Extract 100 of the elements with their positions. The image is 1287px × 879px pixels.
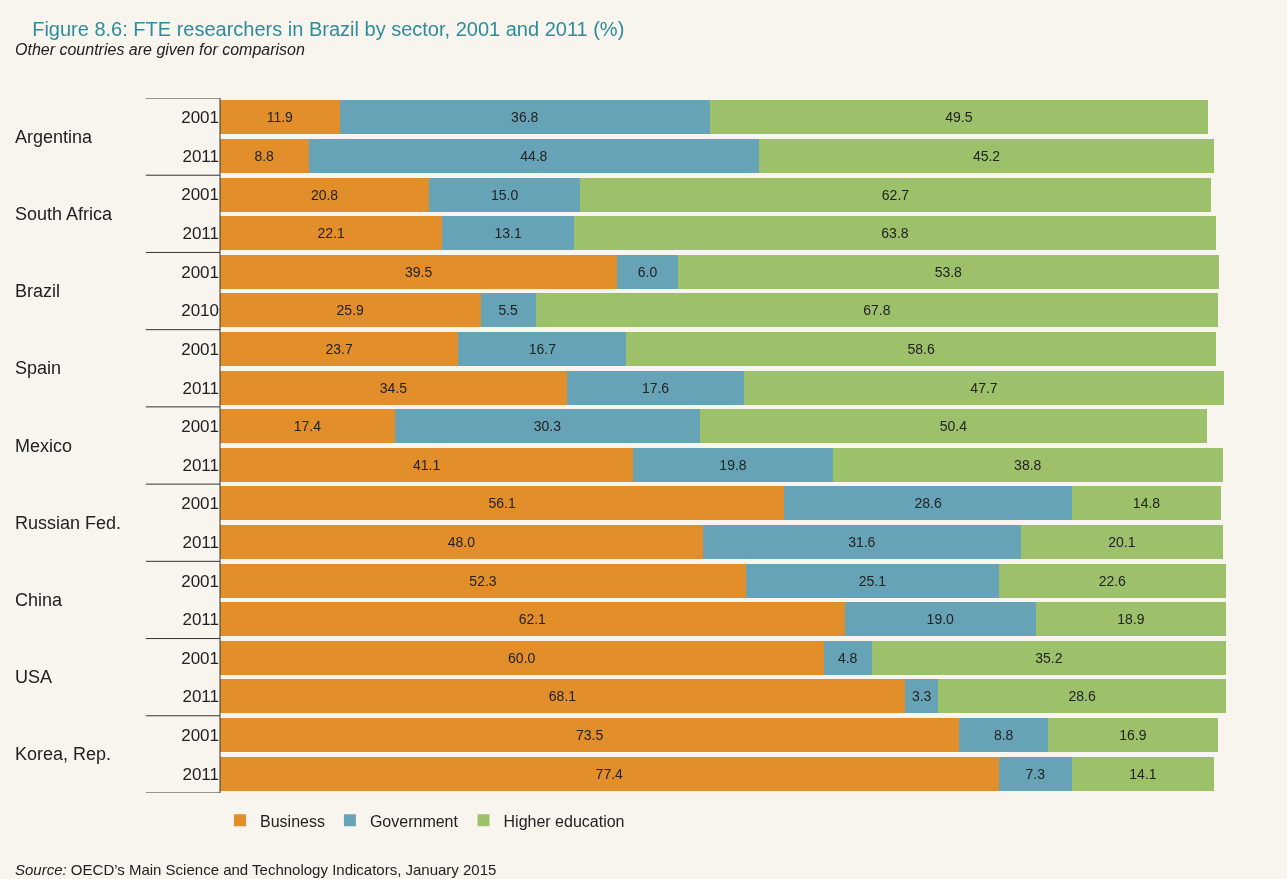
bar [580, 177, 1211, 212]
data-label: 44.8 [520, 147, 548, 164]
bar [959, 718, 1048, 753]
bar [220, 756, 999, 791]
legend-label: Higher education [503, 812, 625, 830]
bar [759, 138, 1214, 173]
data-label: 20.8 [310, 186, 339, 203]
y-tick-label: 2011 [182, 378, 219, 398]
bar [220, 216, 443, 251]
data-label: 34.5 [379, 379, 408, 396]
text: China [15, 590, 64, 610]
bar [535, 293, 1218, 328]
bar [823, 640, 872, 675]
y-tick-label: 2011 [182, 146, 219, 166]
bar [844, 602, 1036, 637]
bar [938, 679, 1227, 714]
bar [220, 293, 481, 328]
bar [1035, 602, 1227, 637]
data-label: 77.4 [595, 765, 624, 782]
y-tick-label: 2001 [181, 417, 219, 437]
bar [480, 293, 536, 328]
data-label: 63.8 [881, 225, 909, 242]
bar [1072, 756, 1214, 791]
data-label: 41.1 [413, 456, 441, 473]
bar [442, 216, 575, 251]
bar [220, 563, 747, 598]
data-label: 25.1 [858, 572, 887, 589]
bar [1020, 525, 1224, 560]
bar [574, 216, 1216, 251]
bar [395, 409, 700, 444]
data-label: 36.8 [511, 109, 539, 126]
text: Argentina [15, 127, 94, 147]
text: USA [15, 667, 53, 687]
data-label: 20.1 [1108, 534, 1136, 551]
bar [220, 254, 618, 289]
data-label: 22.6 [1098, 572, 1127, 589]
data-label: 58.6 [907, 340, 935, 357]
data-label: 45.2 [972, 147, 1001, 164]
legend-label: Government [369, 812, 459, 830]
data-label: 8.8 [254, 147, 275, 164]
bar [429, 177, 581, 212]
data-label: 47.7 [970, 379, 998, 396]
bar [220, 177, 430, 212]
y-tick-label: 2011 [182, 532, 219, 552]
chart-subtitle: Other countries are given for comparison [15, 41, 306, 58]
legend-label: Business [260, 812, 325, 830]
bar [626, 331, 1216, 366]
y-tick-label: 2010 [181, 301, 219, 321]
data-label: 23.7 [325, 340, 353, 357]
data-label: 25.9 [336, 302, 365, 319]
data-label: 35.2 [1035, 649, 1063, 666]
data-label: 7.3 [1025, 765, 1046, 782]
data-label: 52.3 [469, 572, 497, 589]
data-label: 8.8 [993, 727, 1014, 744]
data-label: 38.8 [1014, 456, 1042, 473]
data-label: 30.3 [533, 418, 562, 435]
bar [220, 486, 785, 521]
data-label: 67.8 [863, 302, 891, 319]
text: South Africa [15, 204, 114, 224]
bar [832, 447, 1224, 482]
bar [1047, 718, 1218, 753]
chart-title: Figure 8.6: FTE researchers in Brazil by sector, 2001 and 2011 (%) [32, 17, 625, 40]
data-label: 5.5 [498, 302, 519, 319]
y-tick-label: 2011 [182, 455, 219, 475]
text: Mexico [15, 436, 73, 456]
y-tick-label: 2001 [181, 262, 219, 282]
bar [702, 525, 1021, 560]
bar [744, 370, 1225, 405]
data-label: 17.6 [641, 379, 670, 396]
data-label: 56.1 [488, 495, 516, 512]
y-tick-label: 2001 [181, 494, 219, 514]
bar [998, 756, 1073, 791]
bar [220, 138, 309, 173]
y-tick-label: 2011 [182, 687, 219, 707]
data-label: 73.5 [575, 727, 604, 744]
bar [617, 254, 678, 289]
bar [633, 447, 833, 482]
y-tick-label: 2001 [181, 185, 219, 205]
data-label: 28.6 [1068, 688, 1096, 705]
data-label: 48.0 [447, 534, 476, 551]
data-label: 53.8 [934, 263, 963, 280]
data-label: 19.8 [719, 456, 747, 473]
bar [998, 563, 1227, 598]
bar [220, 409, 396, 444]
text: Korea, Rep. [15, 744, 112, 764]
y-tick-label: 2001 [181, 571, 219, 591]
bar [220, 525, 703, 560]
y-tick-label: 2011 [182, 224, 219, 244]
bar [220, 100, 340, 135]
bar [567, 370, 745, 405]
data-label: 6.0 [637, 263, 658, 280]
data-label: 39.5 [404, 263, 433, 280]
data-label: 14.8 [1132, 495, 1161, 512]
data-label: 11.9 [266, 109, 294, 126]
data-label: 49.5 [945, 109, 973, 126]
bar [1072, 486, 1222, 521]
data-label: 4.8 [837, 649, 858, 666]
data-label: 14.1 [1129, 765, 1157, 782]
data-label: 17.4 [293, 418, 322, 435]
data-label: 19.0 [926, 611, 955, 628]
